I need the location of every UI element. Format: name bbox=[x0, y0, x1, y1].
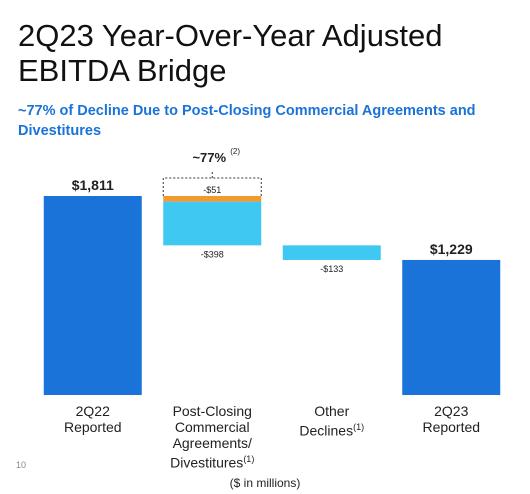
data-label: -$51 bbox=[203, 185, 221, 195]
annotation-text: ~77% bbox=[192, 150, 226, 165]
bar bbox=[402, 259, 501, 395]
page-number: 10 bbox=[16, 460, 27, 470]
bar bbox=[163, 196, 262, 202]
bar bbox=[43, 196, 142, 395]
data-label: -$398 bbox=[201, 249, 224, 259]
bar bbox=[282, 245, 381, 260]
category-text: Post-Closing Commercial Agreements/ Dive… bbox=[170, 403, 252, 471]
category-footnote: (1) bbox=[353, 422, 365, 432]
category-footnote: (1) bbox=[243, 454, 255, 464]
x-tick-label: Other Declines(1) bbox=[272, 403, 392, 439]
annotation-bracket bbox=[162, 177, 262, 196]
data-label: -$133 bbox=[320, 264, 343, 274]
category-text: 2Q23 Reported bbox=[422, 403, 481, 435]
data-label: $1,811 bbox=[72, 177, 114, 193]
category-text: 2Q22 Reported bbox=[63, 403, 122, 435]
data-label: $1,229 bbox=[430, 241, 473, 257]
x-tick-label: 2Q23 Reported bbox=[391, 403, 511, 435]
units-note: ($ in millions) bbox=[229, 476, 301, 490]
x-tick-label: 2Q22 Reported bbox=[33, 403, 153, 435]
bar bbox=[163, 201, 262, 246]
annotation-note: (2) bbox=[230, 147, 240, 156]
x-tick-label: Post-Closing Commercial Agreements/ Dive… bbox=[152, 403, 272, 471]
category-text: Other Declines bbox=[299, 403, 354, 439]
subtitle: ~77% of Decline Due to Post-Closing Comm… bbox=[18, 103, 476, 139]
title: 2Q23 Year-Over-Year Adjusted EBITDA Brid… bbox=[18, 18, 443, 88]
